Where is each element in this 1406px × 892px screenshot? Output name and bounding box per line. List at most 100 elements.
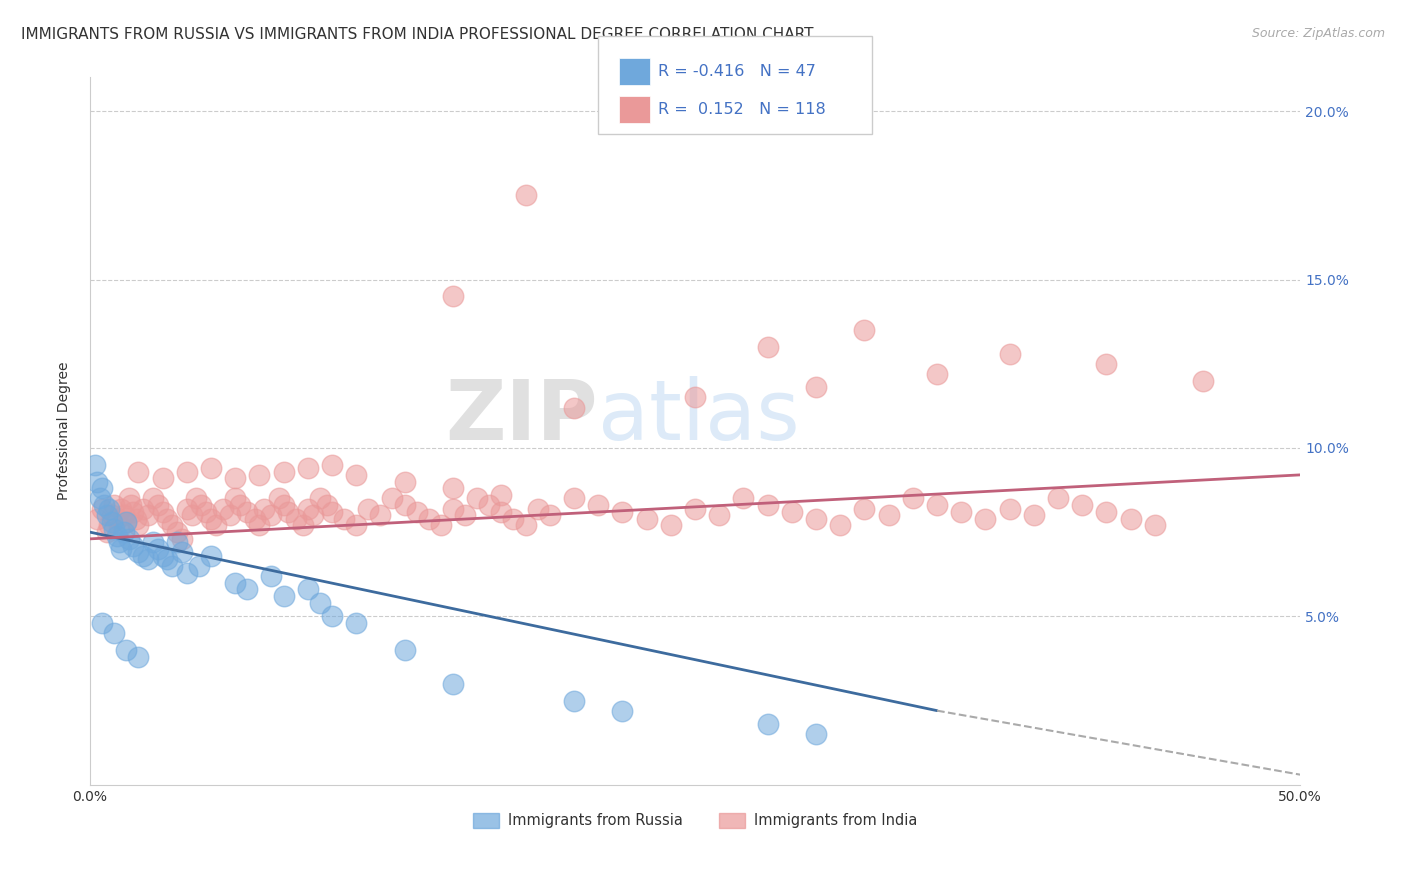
Point (115, 515, 138, 529)
Point (243, 511, 266, 525)
Point (200, 461, 222, 475)
Point (502, 511, 524, 525)
Point (683, 501, 706, 516)
Point (180, 508, 202, 523)
Point (394, 498, 416, 512)
Point (108, 522, 131, 536)
Point (212, 501, 235, 516)
Point (756, 340, 779, 354)
Point (91, 616, 114, 631)
Point (132, 501, 155, 516)
Point (308, 491, 330, 506)
Point (83, 458, 105, 472)
Point (156, 552, 179, 566)
Point (830, 518, 852, 533)
Point (291, 518, 314, 533)
Point (321, 609, 343, 624)
Point (998, 501, 1021, 516)
Text: IMMIGRANTS FROM RUSSIA VS IMMIGRANTS FROM INDIA PROFESSIONAL DEGREE CORRELATION : IMMIGRANTS FROM RUSSIA VS IMMIGRANTS FRO… (21, 27, 814, 42)
Point (122, 505, 145, 519)
Point (224, 471, 246, 485)
Point (1192, 374, 1215, 388)
Point (441, 676, 464, 690)
Point (152, 471, 174, 485)
Legend: Immigrants from Russia, Immigrants from India: Immigrants from Russia, Immigrants from … (467, 807, 924, 834)
Point (515, 518, 537, 533)
Point (103, 498, 125, 512)
Point (441, 481, 464, 495)
Point (204, 518, 226, 533)
Point (562, 401, 585, 415)
Point (538, 508, 561, 523)
Point (562, 491, 585, 506)
Point (974, 511, 997, 525)
Point (1047, 491, 1070, 506)
Point (1119, 511, 1142, 525)
Point (491, 505, 513, 519)
Point (683, 391, 706, 405)
Point (273, 465, 295, 479)
Point (103, 522, 125, 536)
Point (112, 508, 135, 523)
Text: R = -0.416   N = 47: R = -0.416 N = 47 (658, 64, 815, 78)
Point (200, 511, 222, 525)
Point (170, 545, 193, 559)
Point (96, 508, 118, 523)
Point (86, 511, 108, 525)
Point (98, 518, 121, 533)
Point (166, 535, 188, 549)
Point (562, 693, 585, 707)
Point (247, 518, 270, 533)
Point (733, 491, 755, 506)
Point (1022, 508, 1045, 523)
Point (430, 518, 453, 533)
Point (127, 518, 149, 533)
Point (877, 508, 900, 523)
Text: atlas: atlas (598, 376, 800, 458)
Point (236, 582, 259, 597)
Point (122, 539, 145, 553)
Point (96, 525, 118, 540)
Point (804, 511, 827, 525)
Point (804, 727, 827, 741)
Point (100, 508, 122, 523)
Point (478, 498, 501, 512)
Point (170, 532, 193, 546)
Text: Source: ZipAtlas.com: Source: ZipAtlas.com (1251, 27, 1385, 40)
Point (853, 501, 876, 516)
Point (166, 525, 188, 540)
Point (98, 501, 121, 516)
Point (659, 518, 682, 533)
Point (112, 525, 135, 540)
Point (247, 467, 270, 482)
Point (200, 549, 222, 563)
Point (127, 465, 149, 479)
Point (405, 505, 427, 519)
Point (344, 518, 367, 533)
Point (120, 498, 142, 512)
Point (273, 589, 295, 603)
Point (901, 491, 924, 506)
Point (152, 549, 174, 563)
Point (105, 528, 128, 542)
Point (187, 558, 209, 573)
Point (284, 511, 307, 525)
Point (115, 515, 138, 529)
Point (636, 511, 658, 525)
Point (950, 505, 973, 519)
Point (394, 643, 416, 657)
Point (1095, 505, 1118, 519)
Point (176, 465, 198, 479)
Point (297, 461, 319, 475)
Point (709, 508, 731, 523)
Point (370, 508, 392, 523)
Point (127, 545, 149, 559)
Point (454, 508, 477, 523)
Point (308, 596, 330, 610)
Point (125, 511, 148, 525)
Point (301, 508, 323, 523)
Point (110, 501, 132, 516)
Point (110, 541, 132, 556)
Point (804, 380, 827, 394)
Point (277, 505, 299, 519)
